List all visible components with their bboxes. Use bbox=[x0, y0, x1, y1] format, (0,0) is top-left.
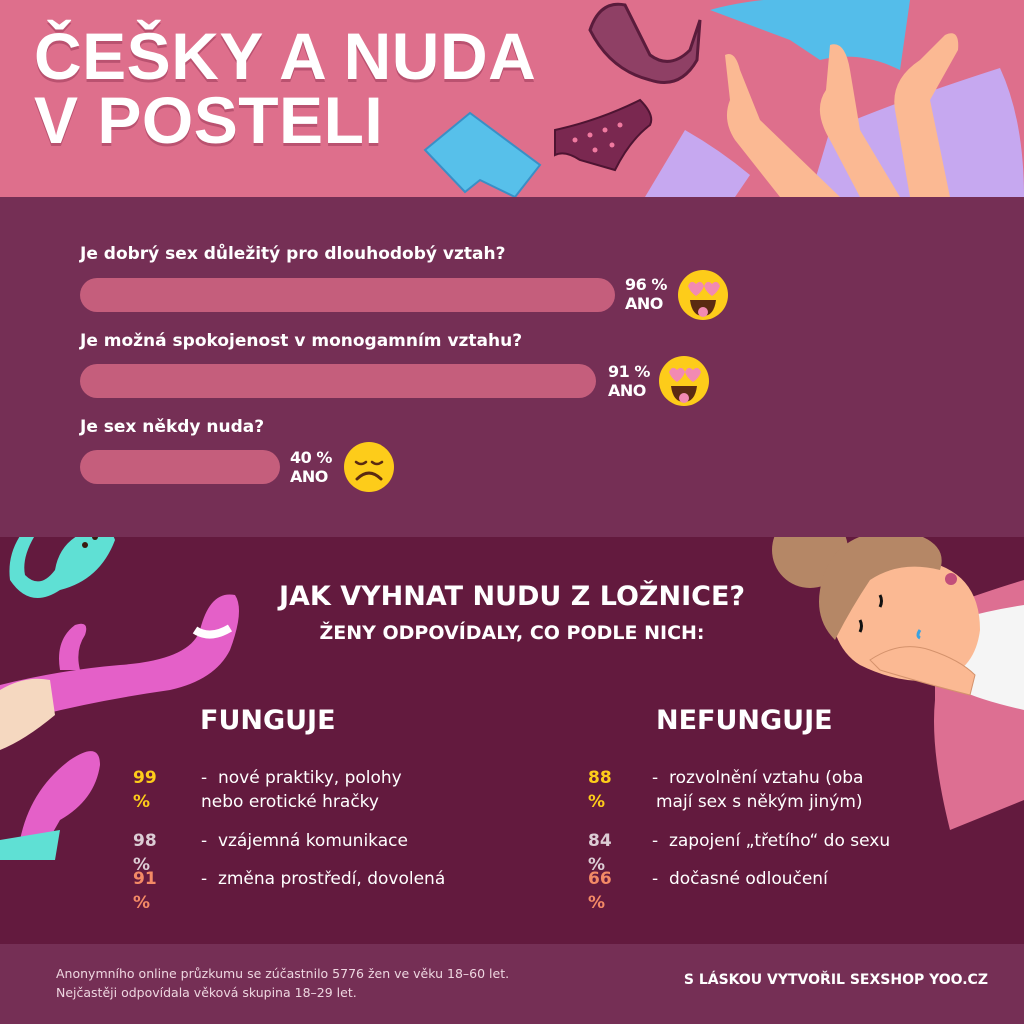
dash: - bbox=[652, 768, 659, 788]
tips-subheading: ŽENY ODPOVÍDALY, CO PODLE NICH: bbox=[319, 622, 705, 644]
item-text: - nové praktiky, polohy bbox=[201, 766, 402, 790]
heart-eyes-emoji-icon bbox=[678, 270, 728, 320]
sad-face-emoji-icon bbox=[344, 442, 394, 492]
bedroom-illustration bbox=[423, 0, 1024, 197]
item-percent: 66 % bbox=[588, 869, 612, 913]
answer-label: ANO bbox=[608, 381, 646, 400]
leg-icon-middle bbox=[820, 44, 900, 197]
question-label: Je sex někdy nuda? bbox=[80, 417, 265, 437]
note-line-1: Anonymního online průzkumu se zúčastnilo… bbox=[56, 966, 510, 981]
dash: - bbox=[201, 768, 208, 788]
text-line-1: nové praktiky, polohy bbox=[217, 768, 402, 788]
item-text: - vzájemná komunikace bbox=[201, 829, 408, 853]
blue-pillow-icon bbox=[710, 0, 910, 70]
question-label: Je možná spokojenost v monogamním vztahu… bbox=[80, 331, 523, 351]
text-line-1: změna prostředí, dovolená bbox=[217, 869, 446, 889]
text-line-1: dočasné odloučení bbox=[668, 869, 828, 889]
survey-note: Anonymního online průzkumu se zúčastnilo… bbox=[56, 964, 509, 1002]
bra-icon bbox=[588, 2, 702, 84]
title-line-1: ČEŠKY A NUDA bbox=[34, 19, 537, 93]
percent-value: 96 % bbox=[625, 275, 667, 294]
item-text: - dočasné odloučení bbox=[652, 867, 828, 891]
earring-icon bbox=[945, 573, 957, 585]
item-text: - zapojení „třetího“ do sexu bbox=[652, 829, 890, 853]
tips-section: JAK VYHNAT NUDU Z LOŽNICE? ŽENY ODPOVÍDA… bbox=[0, 537, 1024, 944]
not-works-column-title: NEFUNGUJE bbox=[656, 705, 833, 736]
dash: - bbox=[652, 831, 659, 851]
toys-illustration bbox=[0, 537, 239, 860]
signature: S LÁSKOU VYTVOŘIL SEXSHOP YOO.CZ bbox=[683, 972, 988, 988]
hair-icon bbox=[819, 537, 942, 640]
bored-woman-illustration bbox=[772, 537, 1024, 830]
page-title: ČEŠKY A NUDA V POSTELI bbox=[34, 19, 537, 157]
jeans-shorts-icon bbox=[423, 111, 542, 197]
result-bar bbox=[80, 278, 615, 312]
result-percent: 91 % ANO bbox=[608, 362, 650, 400]
result-percent: 96 % ANO bbox=[625, 275, 667, 313]
tips-heading: JAK VYHNAT NUDU Z LOŽNICE? bbox=[278, 581, 746, 612]
hand-on-face-icon bbox=[869, 646, 976, 696]
question-label: Je dobrý sex důležitý pro dlouhodobý vzt… bbox=[80, 244, 506, 264]
leg-icon-right bbox=[894, 33, 959, 197]
percent-value: 40 % bbox=[290, 448, 332, 467]
result-bar bbox=[80, 450, 280, 484]
text-line-2: nebo erotické hračky bbox=[201, 792, 379, 812]
header-banner: ČEŠKY A NUDA V POSTELI bbox=[0, 0, 1024, 197]
heart-eyes-emoji-icon bbox=[659, 356, 709, 406]
note-line-2: Nejčastěji odpovídala věková skupina 18–… bbox=[56, 985, 357, 1000]
anal-plug-icon bbox=[20, 751, 100, 855]
item-text: - rozvolnění vztahu (oba bbox=[652, 766, 863, 790]
panties-icon bbox=[554, 98, 653, 172]
rabbit-vibrator-icon bbox=[0, 594, 239, 730]
result-percent: 40 % ANO bbox=[290, 448, 332, 486]
text-line-1: vzájemná komunikace bbox=[217, 831, 408, 851]
item-percent: 84 % bbox=[588, 831, 612, 875]
text-line-1: zapojení „třetího“ do sexu bbox=[668, 831, 891, 851]
leg-icon-left bbox=[725, 54, 840, 197]
item-percent: 98 % bbox=[133, 831, 157, 875]
text-line-2: mají sex s někým jiným) bbox=[656, 792, 863, 812]
item-percent: 91 % bbox=[133, 869, 157, 913]
face-icon bbox=[830, 560, 980, 681]
text-line-1: rozvolnění vztahu (oba bbox=[668, 768, 864, 788]
dash: - bbox=[201, 831, 208, 851]
hand-icon bbox=[0, 678, 55, 750]
works-column-title: FUNGUJE bbox=[200, 705, 336, 736]
lilac-pillow-icon bbox=[645, 130, 750, 197]
dash: - bbox=[652, 869, 659, 889]
percent-value: 91 % bbox=[608, 362, 650, 381]
result-bar bbox=[80, 364, 596, 398]
answer-label: ANO bbox=[625, 294, 663, 313]
title-line-2: V POSTELI bbox=[34, 83, 384, 157]
answer-label: ANO bbox=[290, 467, 328, 486]
dash: - bbox=[201, 869, 208, 889]
item-text: - změna prostředí, dovolená bbox=[201, 867, 445, 891]
item-percent: 99 % bbox=[133, 768, 157, 812]
footer: Anonymního online průzkumu se zúčastnilo… bbox=[0, 944, 1024, 1024]
egg-vibrator-icon bbox=[9, 537, 115, 598]
item-percent: 88 % bbox=[588, 768, 612, 812]
